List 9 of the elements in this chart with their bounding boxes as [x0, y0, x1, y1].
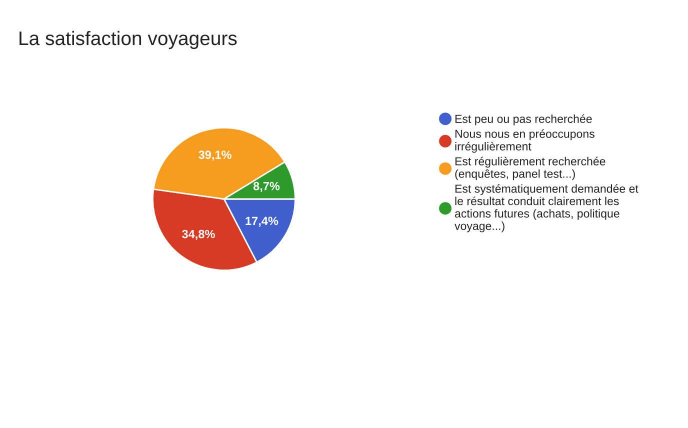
- data-label: 8,7%: [253, 182, 280, 192]
- legend-label: Est régulièrement recherchée (enquêtes, panel test...): [455, 156, 606, 180]
- chart-title: La satisfaction voyageurs: [20, 30, 237, 50]
- data-label: 39,1%: [198, 150, 232, 161]
- data-label: 34,8%: [182, 230, 215, 240]
- legend-label: Est systématiquement demandée et le résultat conduit clairement les actions futures (achats, politique voyage...): [454, 184, 638, 232]
- legend-label: Nous nous en préoccupons irrégulièrement: [455, 129, 594, 153]
- legend-label: Est peu ou pas recherchée: [455, 114, 592, 126]
- data-label: 17,4%: [246, 216, 278, 227]
